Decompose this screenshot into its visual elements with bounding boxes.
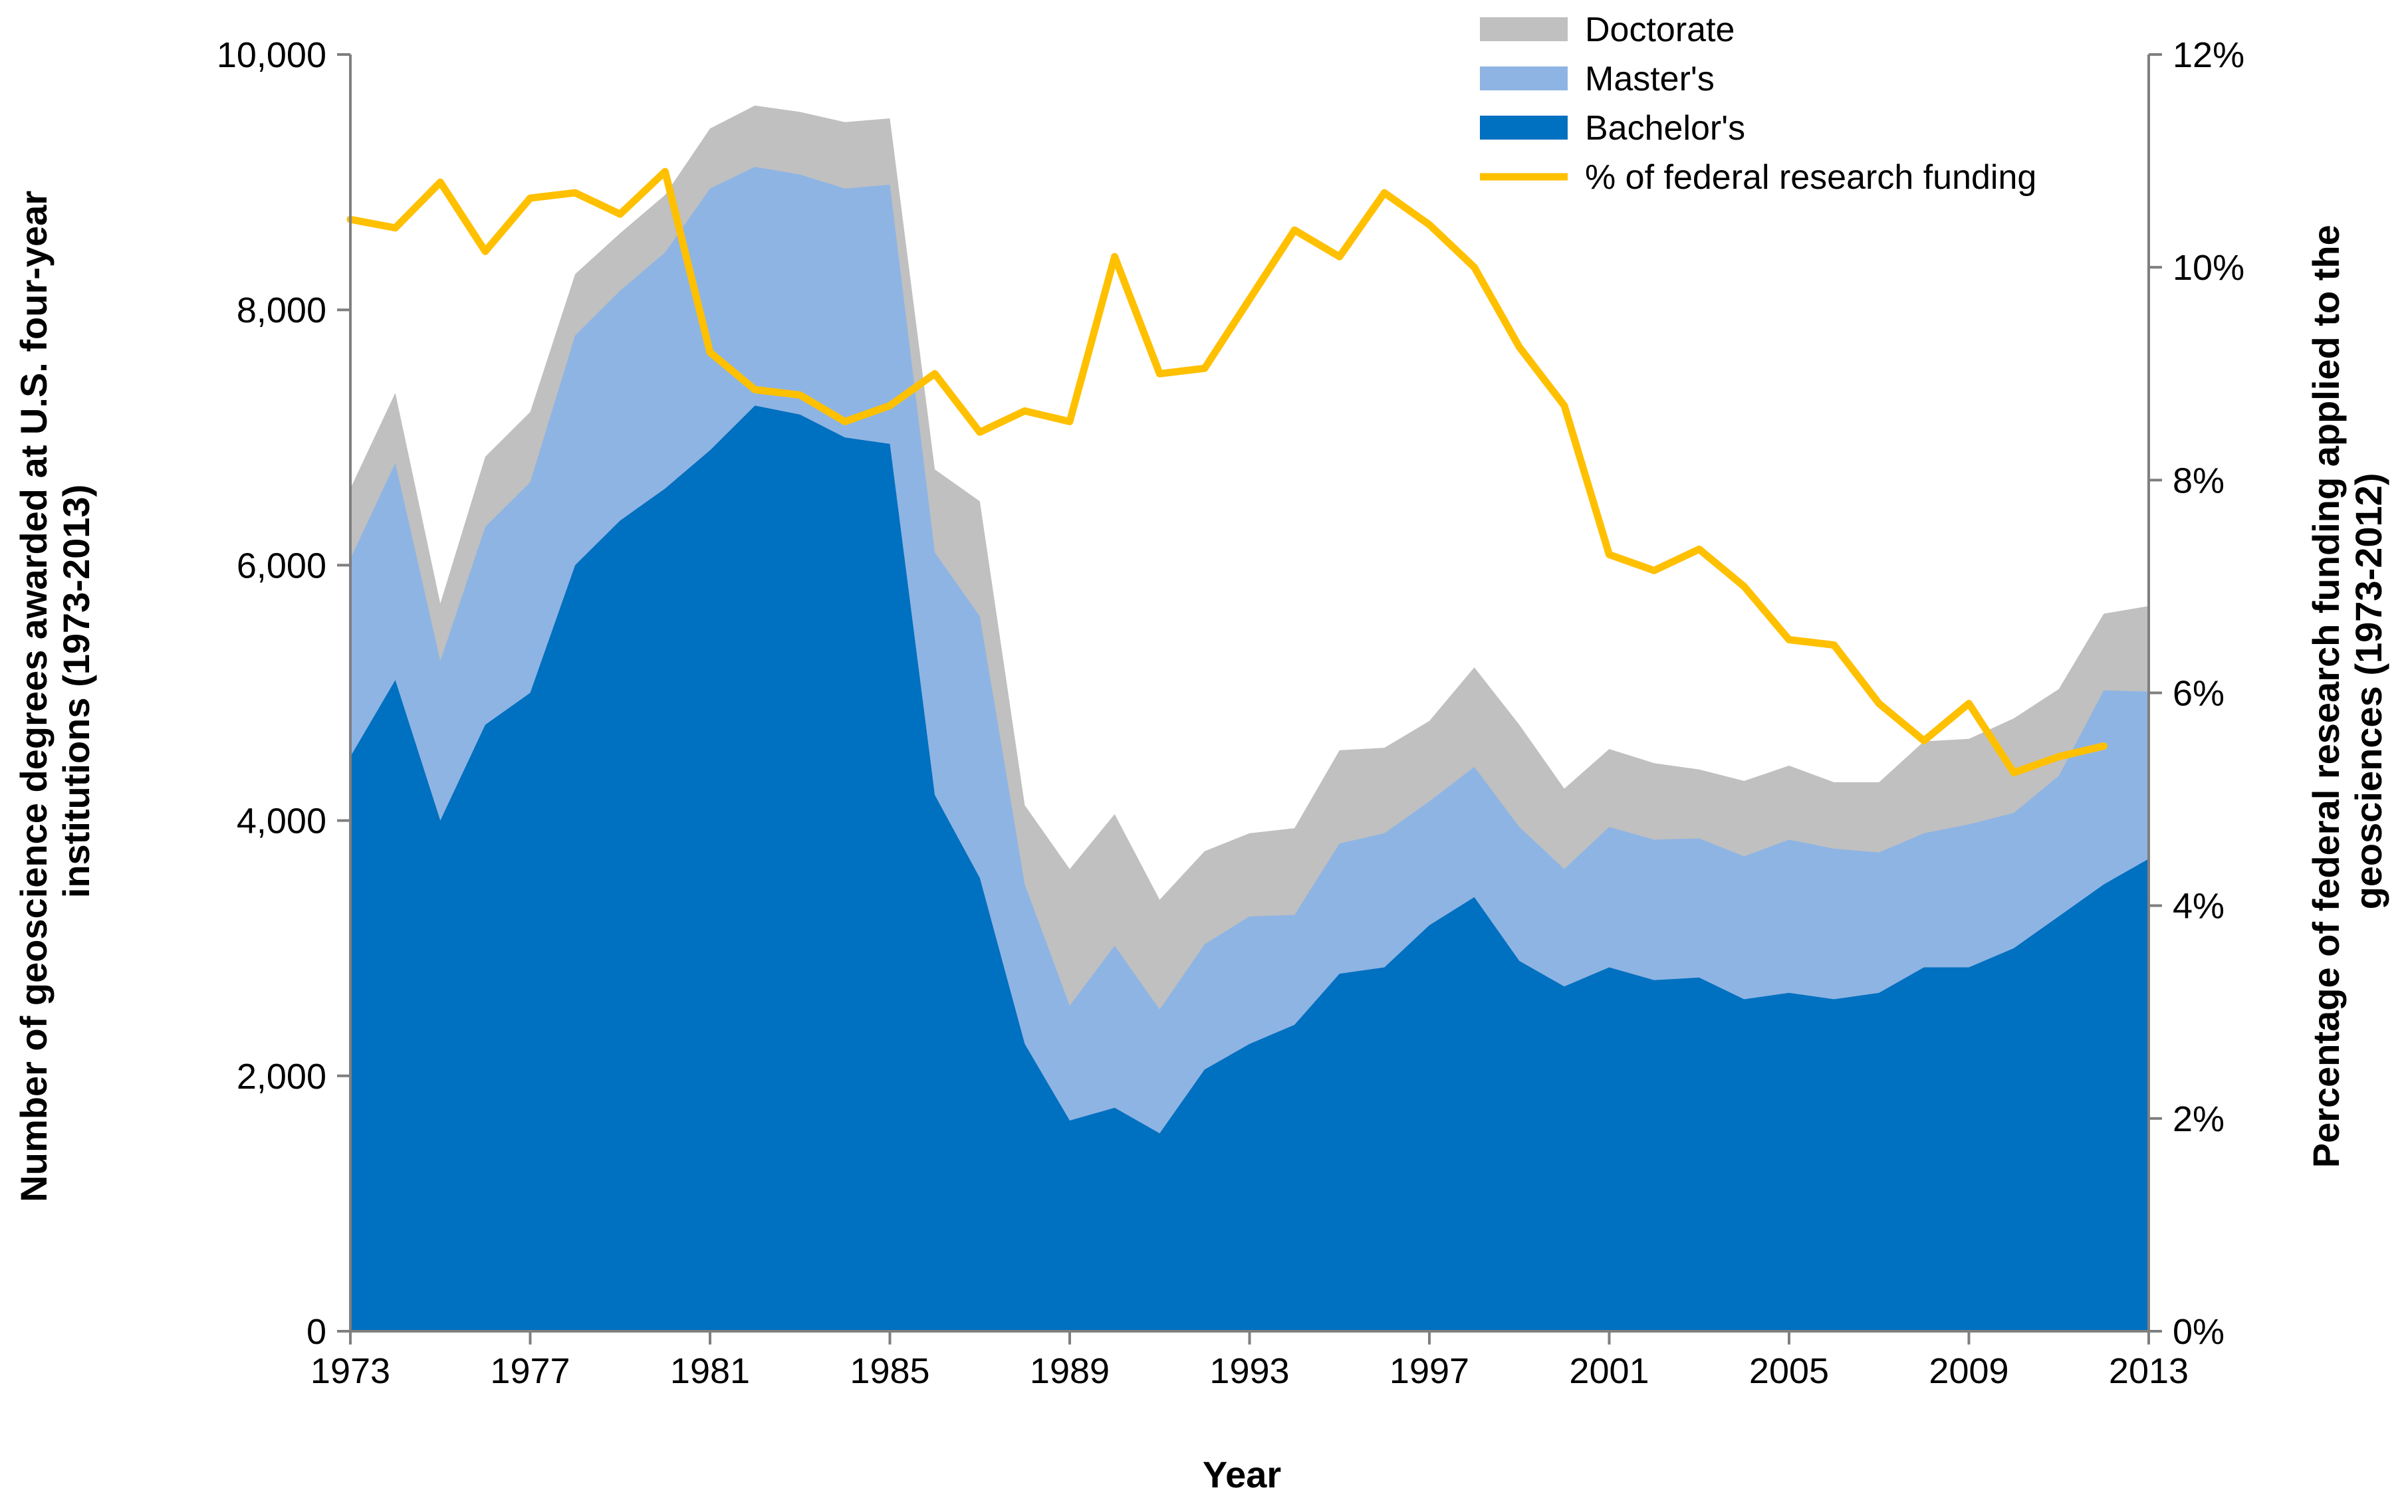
x-tick-label: 1989 [1030,1351,1110,1391]
y-axis-title: Number of geoscience degrees awarded at … [13,180,97,1202]
y-axis-title-line-1: Number of geoscience degrees awarded at … [13,191,55,1202]
y-tick-label: 4,000 [237,802,326,841]
line-federal-funding [346,167,2107,777]
y-tick-label: 6,000 [237,546,326,586]
y2-axis-title-line-2: geosciences (1973-2012) [2348,473,2389,910]
stacked-areas [350,105,2149,1331]
y-axis-title-line-2: institutions (1973-2013) [55,485,97,898]
y-tick-label: 10,000 [217,35,326,75]
legend-label-bachelor-s: Bachelor's [1585,109,1745,148]
y-tick-label: 2,000 [237,1057,326,1097]
legend-label-doctorate: Doctorate [1585,11,1735,49]
x-tick-label: 2013 [2109,1351,2189,1391]
x-tick-label: 1985 [850,1351,929,1391]
x-tick-label: 2009 [1929,1351,2008,1391]
y-tick-label: 0 [306,1312,326,1352]
y2-axis-title-line-1: Percentage of federal research funding a… [2305,225,2347,1168]
legend-swatch-master-s [1480,66,1568,90]
legend-swatch-bachelor-s [1480,116,1568,140]
y2-tick-label: 8% [2173,461,2225,500]
x-tick-label: 1993 [1209,1351,1289,1391]
legend-label-master-s: Master's [1585,60,1715,98]
y2-tick-label: 2% [2173,1099,2225,1139]
y2-tick-label: 10% [2173,248,2244,288]
legend: Doctorate Master's Bachelor's % of federal … [1480,11,2036,197]
axes: 0 2,000 4,000 6,000 8,000 10,000 0% 2% 4% 6% 8% 10%… [217,35,2244,1391]
x-tick-label: 1981 [670,1351,750,1391]
x-tick-label: 2001 [1569,1351,1649,1391]
y2-tick-label: 12% [2173,35,2244,75]
x-tick-label: 1997 [1389,1351,1469,1391]
area-bachelor-s [350,405,2149,1331]
x-axis-title: Year [1203,1454,1281,1495]
y2-axis-title: Percentage of federal research funding a… [2305,215,2389,1168]
x-tick-label: 2005 [1749,1351,1829,1391]
legend-label-federal-funding: % of federal research funding [1585,158,2036,197]
y2-tick-label: 4% [2173,887,2225,926]
x-tick-label: 1973 [310,1351,390,1391]
y2-tick-label: 6% [2173,674,2225,714]
axis-titles: Year Number of geoscience degrees awarde… [13,180,2389,1495]
y-tick-label: 8,000 [237,290,326,330]
legend-swatch-doctorate [1480,17,1568,41]
x-tick-label: 1977 [490,1351,570,1391]
funding-line-layer [346,167,2107,777]
y2-tick-label: 0% [2173,1312,2225,1352]
